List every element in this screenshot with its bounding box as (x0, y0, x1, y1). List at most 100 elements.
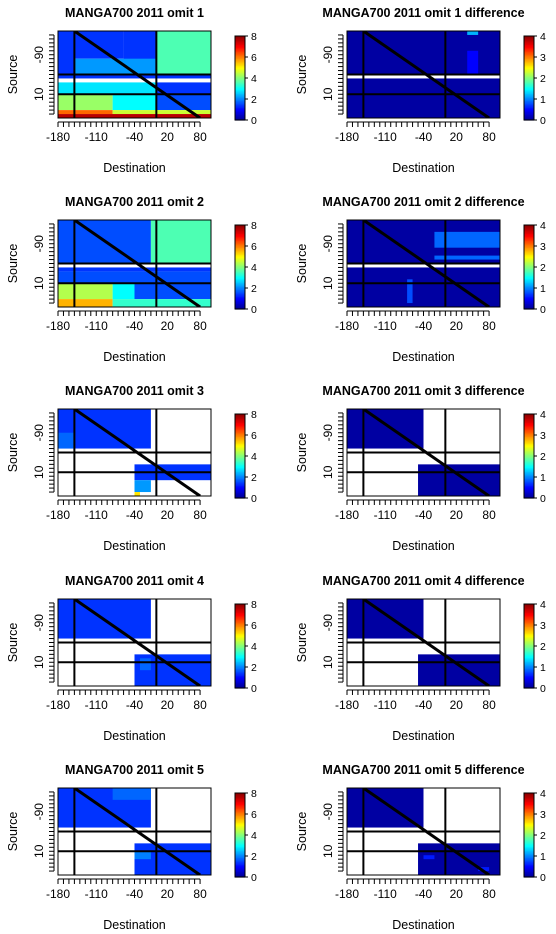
colorbar-swatch (235, 96, 245, 99)
heatmap-panel-7: MANGA700 2011 omit 4-180 -110 -40 20 80Desti… (6, 574, 257, 743)
colorbar-swatch (524, 111, 534, 114)
x-tick-label: -40 (415, 319, 433, 333)
colorbar-swatch (524, 630, 534, 633)
colorbar-swatch (524, 458, 534, 461)
colorbar-swatch (524, 275, 534, 278)
colorbar-swatch (524, 440, 534, 443)
colorbar-swatch (235, 805, 245, 808)
colorbar-swatch (524, 297, 534, 300)
colorbar-swatch (235, 68, 245, 71)
y-tick-label: -90 (321, 46, 335, 64)
colorbar-swatch (235, 48, 245, 51)
colorbar-swatch (235, 807, 245, 809)
colorbar-swatch (235, 641, 245, 644)
colorbar-swatch (235, 826, 245, 829)
colorbar-swatch (235, 260, 245, 262)
colorbar-swatch (524, 850, 534, 853)
colorbar-tick-label: 2 (540, 451, 546, 463)
colorbar: 0 1 2 3 4 (523, 31, 546, 127)
colorbar-tick-label: 2 (540, 830, 546, 842)
colorbar-swatch (524, 59, 534, 62)
colorbar-swatch (235, 685, 245, 688)
colorbar-swatch (524, 798, 534, 801)
colorbar-tick-label: 2 (251, 662, 257, 674)
colorbar-swatch (235, 653, 245, 655)
colorbar-swatch (235, 830, 245, 833)
colorbar-tick-label: 4 (540, 409, 546, 421)
colorbar-swatch (524, 103, 534, 106)
colorbar-swatch (524, 439, 534, 442)
colorbar-swatch (524, 454, 534, 457)
colorbar-swatch (235, 72, 245, 75)
colorbar-swatch (235, 467, 245, 470)
colorbar-swatch (524, 605, 534, 608)
colorbar-swatch (524, 672, 534, 675)
colorbar-swatch (235, 633, 245, 636)
plot-frame (57, 787, 212, 876)
colorbar-swatch (524, 50, 534, 52)
colorbar-swatch (235, 41, 245, 44)
colorbar-swatch (235, 618, 245, 620)
colorbar-swatch (235, 812, 245, 815)
colorbar-swatch (235, 658, 245, 661)
colorbar-swatch (524, 826, 534, 829)
colorbar-swatch (524, 661, 534, 664)
colorbar-swatch (235, 115, 245, 118)
x-axis-label: Destination (103, 161, 166, 175)
diagonal-line (73, 220, 201, 307)
colorbar-swatch (524, 654, 534, 657)
colorbar-swatch (235, 100, 245, 103)
colorbar-tick-label: 3 (540, 430, 546, 442)
colorbar-swatch (235, 281, 245, 283)
colorbar-swatch (524, 868, 534, 871)
colorbar-swatch (524, 117, 534, 120)
colorbar-tick-label: 6 (251, 809, 257, 821)
colorbar-swatch (235, 626, 245, 629)
colorbar-swatch (524, 54, 534, 57)
colorbar-swatch (524, 279, 534, 282)
colorbar-swatch (235, 97, 245, 100)
colorbar-swatch (235, 89, 245, 92)
colorbar-swatch (235, 414, 245, 416)
colorbar-swatch (524, 258, 534, 261)
colorbar-swatch (524, 51, 534, 54)
colorbar-swatch (524, 843, 534, 846)
colorbar-tick-label: 2 (540, 73, 546, 85)
colorbar-swatch (235, 625, 245, 627)
colorbar: 0 2 4 6 8 (234, 599, 257, 695)
colorbar-swatch (524, 646, 534, 648)
colorbar-swatch (235, 611, 245, 613)
colorbar-swatch (524, 418, 534, 421)
colorbar-swatch (524, 425, 534, 428)
colorbar-swatch (524, 72, 534, 75)
colorbar-swatch (235, 57, 245, 59)
colorbar-swatch (524, 432, 534, 435)
heatmap-panel-10: MANGA700 2011 omit 5 difference -180 -110 -… (295, 763, 546, 932)
colorbar-swatch (235, 872, 245, 875)
colorbar-swatch (235, 629, 245, 632)
x-tick-label: -180 (46, 319, 70, 333)
colorbar-swatch (235, 282, 245, 285)
colorbar-swatch (524, 629, 534, 632)
colorbar-swatch (524, 647, 534, 650)
colorbar-swatch (524, 451, 534, 454)
colorbar-swatch (524, 793, 534, 795)
colorbar-swatch (524, 802, 534, 805)
colorbar-swatch (524, 651, 534, 654)
colorbar-swatch (524, 92, 534, 94)
x-axis-label: Destination (103, 539, 166, 553)
colorbar-swatch (235, 481, 245, 484)
colorbar-swatch (235, 801, 245, 804)
plot-frame (346, 598, 501, 687)
colorbar-swatch (235, 604, 245, 606)
colorbar-swatch (235, 846, 245, 849)
colorbar-swatch (235, 867, 245, 870)
colorbar-swatch (235, 623, 245, 626)
heatmap-panel-5: MANGA700 2011 omit 3-180 -110 -40 20 80Desti… (6, 384, 257, 553)
colorbar-swatch (524, 278, 534, 281)
colorbar-swatch (235, 482, 245, 485)
colorbar-swatch (524, 430, 534, 433)
diagonal-line (362, 788, 490, 875)
colorbar-tick-label: 8 (251, 788, 257, 800)
